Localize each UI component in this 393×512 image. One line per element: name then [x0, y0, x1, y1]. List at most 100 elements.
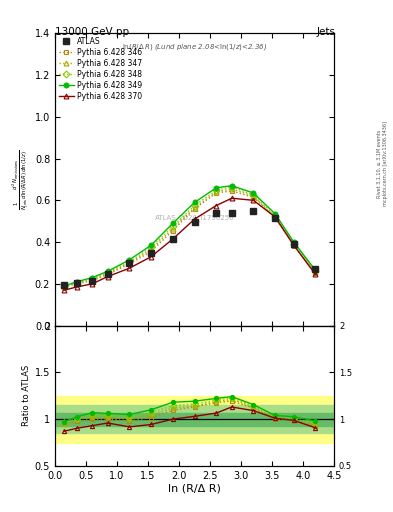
Pythia 6.428 346: [214, 190, 219, 196]
Pythia 6.428 370: [171, 236, 175, 242]
Pythia 6.428 346: [90, 278, 95, 284]
Pythia 6.428 370: [230, 195, 234, 201]
Line: Pythia 6.428 370: Pythia 6.428 370: [62, 196, 318, 292]
Pythia 6.428 370: [273, 214, 277, 220]
Pythia 6.428 348: [192, 202, 197, 208]
Text: $\ln(R/\Delta\,R)$ (Lund plane 2.08<$\ln(1/z)$<2.36): $\ln(R/\Delta\,R)$ (Lund plane 2.08<$\ln…: [122, 42, 267, 52]
ATLAS: [230, 210, 234, 216]
Text: Jets: Jets: [317, 27, 336, 37]
Pythia 6.428 348: [273, 213, 277, 219]
Text: 13000 GeV pp: 13000 GeV pp: [55, 27, 129, 37]
Pythia 6.428 347: [214, 189, 219, 195]
Pythia 6.428 348: [230, 184, 234, 190]
Pythia 6.428 348: [105, 269, 110, 275]
Pythia 6.428 347: [74, 280, 79, 286]
Pythia 6.428 348: [127, 259, 132, 265]
Y-axis label: $\frac{1}{N_\mathrm{jets}}\frac{d^2 N_\mathrm{emissions}}{d\ln(R/\Delta R)\,d\ln: $\frac{1}{N_\mathrm{jets}}\frac{d^2 N_\m…: [10, 149, 31, 209]
ATLAS: [105, 271, 110, 278]
Pythia 6.428 349: [171, 220, 175, 226]
Pythia 6.428 370: [149, 253, 154, 260]
Line: ATLAS: ATLAS: [62, 208, 318, 288]
Pythia 6.428 346: [149, 248, 154, 254]
Line: Pythia 6.428 346: Pythia 6.428 346: [62, 188, 318, 289]
Pythia 6.428 347: [313, 269, 318, 275]
X-axis label: ln (R/Δ R): ln (R/Δ R): [168, 483, 221, 494]
Line: Pythia 6.428 349: Pythia 6.428 349: [62, 183, 318, 288]
Pythia 6.428 348: [74, 280, 79, 286]
Pythia 6.428 349: [251, 190, 256, 196]
Pythia 6.428 349: [192, 199, 197, 205]
Pythia 6.428 347: [251, 193, 256, 199]
Pythia 6.428 346: [105, 271, 110, 278]
Bar: [55, 405, 334, 433]
Pythia 6.428 346: [273, 215, 277, 221]
ATLAS: [127, 260, 132, 266]
Pythia 6.428 346: [62, 284, 67, 290]
Pythia 6.428 347: [171, 225, 175, 231]
ATLAS: [291, 241, 296, 247]
ATLAS: [313, 266, 318, 272]
Pythia 6.428 349: [273, 211, 277, 217]
Pythia 6.428 349: [313, 267, 318, 273]
Pythia 6.428 348: [251, 192, 256, 198]
Pythia 6.428 347: [273, 214, 277, 220]
Pythia 6.428 370: [251, 197, 256, 203]
Pythia 6.428 349: [149, 242, 154, 248]
Legend: ATLAS, Pythia 6.428 346, Pythia 6.428 347, Pythia 6.428 348, Pythia 6.428 349, P: ATLAS, Pythia 6.428 346, Pythia 6.428 34…: [57, 35, 144, 102]
ATLAS: [192, 219, 197, 225]
Pythia 6.428 370: [127, 265, 132, 271]
Pythia 6.428 346: [230, 188, 234, 194]
ATLAS: [149, 249, 154, 255]
Pythia 6.428 349: [230, 183, 234, 189]
Pythia 6.428 370: [62, 287, 67, 293]
Pythia 6.428 347: [127, 260, 132, 266]
ATLAS: [273, 215, 277, 221]
Y-axis label: Ratio to ATLAS: Ratio to ATLAS: [22, 365, 31, 426]
Text: ATLAS_2020_I1790256: ATLAS_2020_I1790256: [155, 214, 234, 221]
Line: Pythia 6.428 347: Pythia 6.428 347: [62, 186, 318, 289]
Pythia 6.428 348: [62, 283, 67, 289]
Pythia 6.428 349: [127, 257, 132, 263]
Pythia 6.428 347: [62, 284, 67, 290]
Pythia 6.428 349: [105, 268, 110, 274]
Pythia 6.428 347: [230, 186, 234, 192]
Pythia 6.428 347: [149, 246, 154, 252]
Pythia 6.428 346: [127, 261, 132, 267]
Bar: [55, 413, 334, 425]
Pythia 6.428 370: [192, 216, 197, 222]
ATLAS: [62, 282, 67, 288]
Text: Rivet 3.1.10, ≥ 3.1M events: Rivet 3.1.10, ≥ 3.1M events: [377, 130, 382, 198]
Pythia 6.428 349: [90, 274, 95, 281]
Pythia 6.428 347: [192, 205, 197, 211]
Pythia 6.428 370: [291, 242, 296, 248]
Pythia 6.428 346: [251, 194, 256, 200]
Pythia 6.428 347: [90, 276, 95, 283]
ATLAS: [74, 280, 79, 286]
Pythia 6.428 348: [313, 268, 318, 274]
Pythia 6.428 346: [291, 242, 296, 248]
Pythia 6.428 370: [90, 281, 95, 287]
Pythia 6.428 346: [171, 227, 175, 233]
Pythia 6.428 370: [105, 273, 110, 280]
Line: Pythia 6.428 348: Pythia 6.428 348: [62, 184, 318, 288]
Pythia 6.428 370: [214, 202, 219, 208]
Pythia 6.428 348: [149, 244, 154, 250]
Pythia 6.428 349: [214, 185, 219, 191]
Pythia 6.428 348: [214, 187, 219, 194]
Pythia 6.428 346: [74, 281, 79, 287]
Pythia 6.428 346: [313, 270, 318, 276]
Pythia 6.428 370: [313, 271, 318, 278]
Pythia 6.428 348: [90, 275, 95, 282]
Pythia 6.428 348: [291, 241, 296, 247]
Pythia 6.428 346: [192, 206, 197, 212]
Pythia 6.428 349: [291, 239, 296, 245]
Pythia 6.428 349: [62, 283, 67, 289]
ATLAS: [214, 210, 219, 216]
Text: mcplots.cern.ch [arXiv:1306.3436]: mcplots.cern.ch [arXiv:1306.3436]: [383, 121, 387, 206]
Pythia 6.428 347: [291, 242, 296, 248]
Pythia 6.428 347: [105, 270, 110, 276]
Pythia 6.428 349: [74, 279, 79, 285]
Pythia 6.428 370: [74, 284, 79, 290]
Pythia 6.428 348: [171, 223, 175, 229]
ATLAS: [171, 236, 175, 242]
